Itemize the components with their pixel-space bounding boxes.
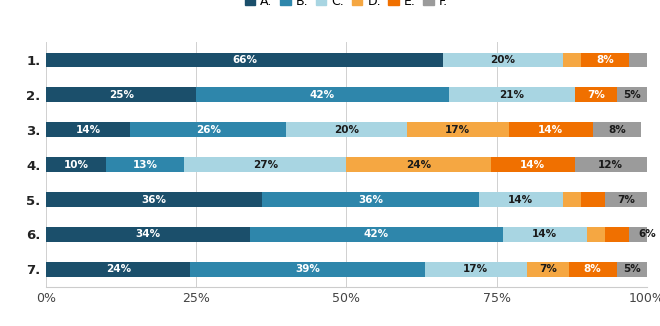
Bar: [250, 227, 503, 242]
Text: 24%: 24%: [406, 160, 431, 170]
Text: 42%: 42%: [364, 230, 389, 240]
Bar: [46, 52, 443, 67]
Text: 14%: 14%: [508, 195, 533, 204]
Text: 36%: 36%: [142, 195, 167, 204]
Bar: [503, 227, 587, 242]
Text: 8%: 8%: [608, 125, 626, 135]
Bar: [449, 87, 575, 102]
Bar: [575, 87, 616, 102]
Text: 12%: 12%: [598, 160, 623, 170]
Text: 17%: 17%: [463, 264, 488, 274]
Text: 6%: 6%: [638, 230, 655, 240]
Text: 5%: 5%: [623, 90, 641, 100]
Bar: [593, 122, 641, 137]
Bar: [46, 192, 263, 207]
Text: 27%: 27%: [253, 160, 278, 170]
Text: 14%: 14%: [538, 125, 563, 135]
Text: 34%: 34%: [136, 230, 161, 240]
Bar: [286, 122, 407, 137]
Bar: [605, 227, 629, 242]
Text: 7%: 7%: [539, 264, 556, 274]
Bar: [629, 52, 647, 67]
Bar: [346, 157, 490, 172]
Text: 21%: 21%: [499, 90, 524, 100]
Bar: [563, 52, 581, 67]
Text: 8%: 8%: [584, 264, 602, 274]
Text: 66%: 66%: [232, 55, 257, 65]
Bar: [581, 192, 605, 207]
Text: 14%: 14%: [520, 160, 545, 170]
Bar: [46, 157, 106, 172]
Text: 5%: 5%: [623, 264, 641, 274]
Text: 7%: 7%: [587, 90, 605, 100]
Text: 36%: 36%: [358, 195, 383, 204]
Bar: [478, 192, 563, 207]
Bar: [106, 157, 184, 172]
Bar: [563, 192, 581, 207]
Bar: [46, 262, 190, 277]
Bar: [443, 52, 563, 67]
Text: 14%: 14%: [532, 230, 557, 240]
Text: 13%: 13%: [133, 160, 158, 170]
Bar: [616, 87, 647, 102]
Bar: [184, 157, 346, 172]
Bar: [130, 122, 286, 137]
Bar: [263, 192, 478, 207]
Text: 39%: 39%: [295, 264, 320, 274]
Bar: [46, 227, 250, 242]
Bar: [407, 122, 509, 137]
Text: 7%: 7%: [617, 195, 635, 204]
Legend: A., B., C., D., E., F.: A., B., C., D., E., F.: [245, 0, 448, 8]
Bar: [569, 262, 616, 277]
Bar: [490, 157, 575, 172]
Bar: [424, 262, 527, 277]
Bar: [46, 122, 130, 137]
Bar: [581, 52, 629, 67]
Text: 25%: 25%: [109, 90, 134, 100]
Text: 26%: 26%: [196, 125, 221, 135]
Text: 24%: 24%: [106, 264, 131, 274]
Bar: [509, 122, 593, 137]
Bar: [575, 157, 647, 172]
Text: 10%: 10%: [64, 160, 88, 170]
Bar: [629, 227, 660, 242]
Bar: [605, 192, 647, 207]
Text: 42%: 42%: [310, 90, 335, 100]
Bar: [527, 262, 569, 277]
Bar: [587, 227, 605, 242]
Bar: [190, 262, 424, 277]
Text: 20%: 20%: [490, 55, 515, 65]
Bar: [616, 262, 647, 277]
Text: 8%: 8%: [596, 55, 614, 65]
Text: 14%: 14%: [76, 125, 101, 135]
Bar: [46, 87, 196, 102]
Bar: [196, 87, 449, 102]
Text: 17%: 17%: [445, 125, 470, 135]
Text: 20%: 20%: [334, 125, 359, 135]
